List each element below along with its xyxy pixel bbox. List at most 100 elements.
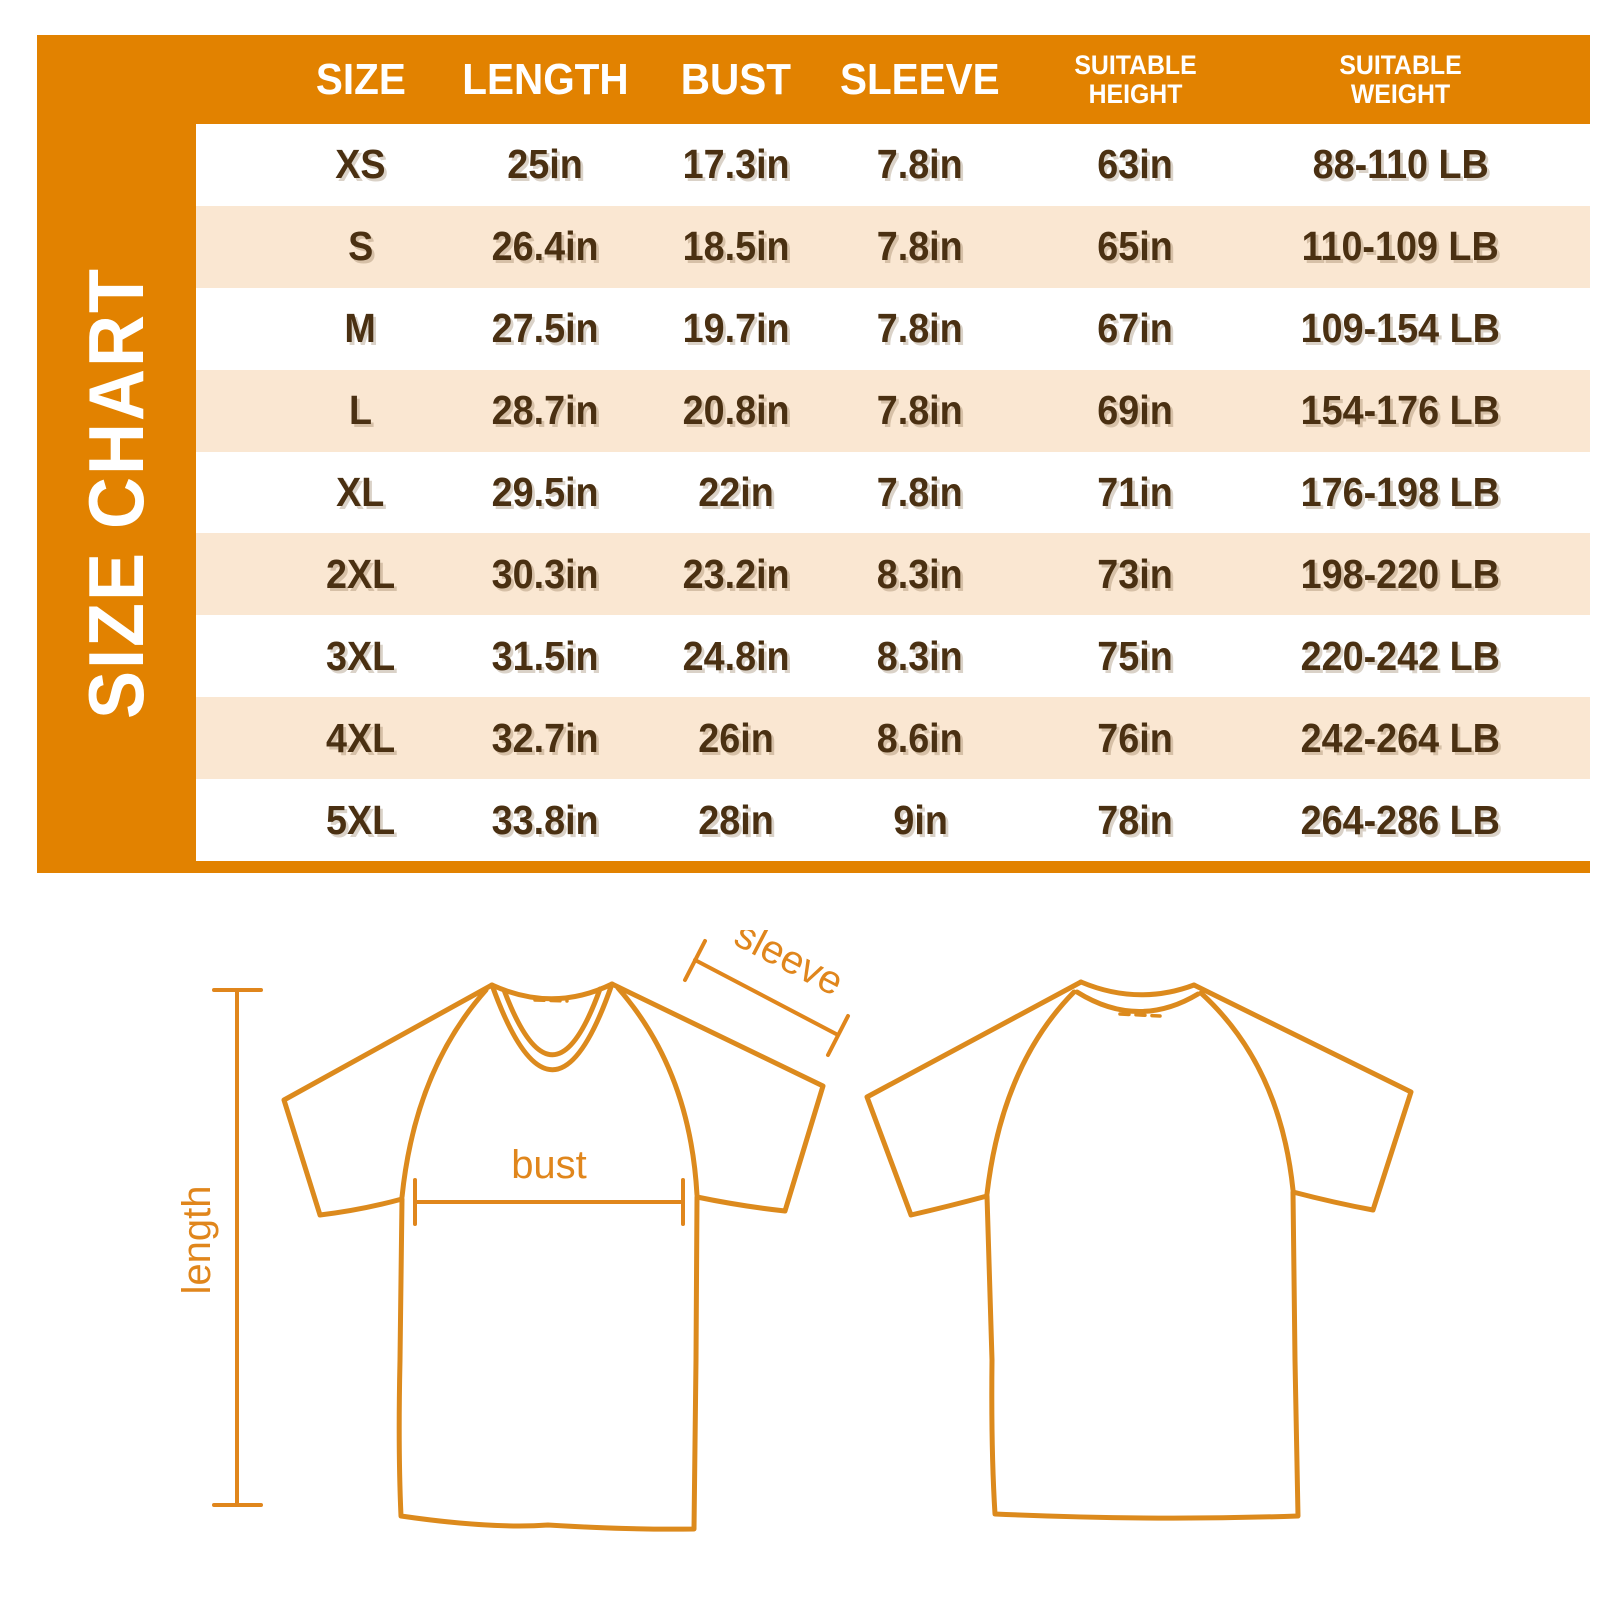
cell-length: 29.5in <box>491 469 599 515</box>
cell-bust: 28in <box>698 796 774 843</box>
header-bust: BUST <box>681 55 791 105</box>
cell-bust: 19.7in <box>682 305 790 352</box>
cell-size: S <box>347 223 374 270</box>
cell-height: 71in <box>1097 469 1174 515</box>
front-left-seam <box>399 987 489 1200</box>
cell-length: 25in <box>507 141 583 188</box>
cell-sleeve: 8.6in <box>877 714 964 761</box>
cell-length: 33.8in <box>491 796 599 843</box>
cell-height: 73in <box>1097 550 1174 597</box>
cell-size: 5XL <box>325 796 396 843</box>
cell-size: 4XL <box>325 714 396 761</box>
front-collar-inner-arc <box>501 986 603 1057</box>
cell-size: 3XL <box>325 632 396 679</box>
cell-length: 28.7in <box>491 387 599 434</box>
cell-length: 31.5in <box>491 632 599 679</box>
table-body: XS 25in 17.3in 7.8in 63in 88-110 LB S 26.4in 18.… <box>196 124 1590 862</box>
size-chart-side-banner: SIZE CHART <box>37 124 196 861</box>
back-right-seam <box>1198 990 1296 1193</box>
cell-sleeve: 8.3in <box>877 632 964 679</box>
cell-sleeve: 7.8in <box>877 469 964 515</box>
table-row: 3XL 31.5in 24.8in 8.3in 75in 220-242 LB <box>196 615 1590 698</box>
table-row: 4XL 32.7in 26in 8.6in 76in 242-264 LB <box>196 697 1590 780</box>
cell-size: XL <box>336 469 385 515</box>
cell-size: M <box>344 305 377 352</box>
cell-length: 30.3in <box>491 550 599 597</box>
cell-weight: 220-242 LB <box>1300 632 1500 679</box>
length-measurement: length <box>175 988 263 1507</box>
cell-height: 65in <box>1097 223 1174 270</box>
tshirt-measurement-diagram: length bust sleeve <box>175 930 1414 1532</box>
header-bust-line: BUST <box>681 54 792 104</box>
header-sleeve: SLEEVE <box>840 55 1000 105</box>
table-row: M 27.5in 19.7in 7.8in 67in 109-154 LB <box>196 287 1590 370</box>
back-collar-stitch <box>1118 1012 1162 1018</box>
cell-height: 78in <box>1097 796 1174 843</box>
table-row: XS 25in 17.3in 7.8in 63in 88-110 LB <box>196 124 1590 206</box>
cell-bust: 26in <box>698 714 774 761</box>
back-left-seam <box>984 989 1077 1197</box>
cell-length: 26.4in <box>491 223 599 270</box>
table-row: 5XL 33.8in 28in 9in 78in 264-286 LB <box>196 779 1590 862</box>
cell-bust: 22in <box>698 469 774 515</box>
cell-sleeve: 7.8in <box>877 305 964 352</box>
header-sleeve-line: SLEEVE <box>840 54 1001 104</box>
sleeve-label: sleeve <box>728 930 851 1005</box>
cell-height: 75in <box>1097 632 1174 679</box>
cell-weight: 198-220 LB <box>1300 550 1500 597</box>
tshirt-front-outline <box>281 981 826 1532</box>
table-header: SIZE LENGTH BUST SLEEVE SUITABLE HEIGHT SUITAB… <box>196 35 1590 124</box>
cell-sleeve: 7.8in <box>877 141 964 188</box>
cell-height: 67in <box>1097 305 1174 352</box>
cell-length: 27.5in <box>491 305 599 352</box>
cell-height: 76in <box>1097 714 1174 761</box>
cell-sleeve: 9in <box>892 796 948 843</box>
cell-size: 2XL <box>325 550 396 597</box>
bust-measurement: bust <box>413 1143 685 1226</box>
bust-label: bust <box>511 1143 587 1187</box>
table-row: L 28.7in 20.8in 7.8in 69in 154-176 LB <box>196 369 1590 452</box>
cell-weight: 176-198 LB <box>1300 469 1500 515</box>
back-collar-top-arc <box>1078 979 1197 998</box>
cell-bust: 24.8in <box>682 632 790 679</box>
front-collar-stitch <box>533 998 569 1003</box>
cell-bust: 20.8in <box>682 387 790 434</box>
cell-height: 63in <box>1097 141 1174 188</box>
cell-weight: 88-110 LB <box>1312 141 1489 188</box>
table-row: XL 29.5in 22in 7.8in 71in 176-198 LB <box>196 451 1590 534</box>
front-right-seam <box>615 985 700 1198</box>
table-row: S 26.4in 18.5in 7.8in 65in 110-109 LB <box>196 205 1590 288</box>
cell-weight: 242-264 LB <box>1300 714 1500 761</box>
sleeve-measurement: sleeve <box>683 930 851 1057</box>
length-label: length <box>175 1186 219 1295</box>
cell-weight: 154-176 LB <box>1300 387 1500 434</box>
header-length: LENGTH <box>462 55 628 105</box>
cell-weight: 110-109 LB <box>1301 223 1499 270</box>
cell-weight: 109-154 LB <box>1300 305 1500 352</box>
cell-sleeve: 7.8in <box>877 223 964 270</box>
cell-bust: 23.2in <box>682 550 790 597</box>
header-weight-line: SUITABLE <box>1339 50 1462 81</box>
header-weight: SUITABLE WEIGHT <box>1339 51 1461 107</box>
cell-size: XS <box>335 141 386 188</box>
header-length-line: LENGTH <box>461 54 629 104</box>
front-collar-outer-arc <box>489 981 615 1072</box>
cell-length: 32.7in <box>491 714 599 761</box>
header-height-line: HEIGHT <box>1088 78 1183 109</box>
table-row: 2XL 30.3in 23.2in 8.3in 73in 198-220 LB <box>196 533 1590 616</box>
header-size: SIZE <box>315 55 405 105</box>
cell-weight: 264-286 LB <box>1300 796 1500 843</box>
header-weight-line: WEIGHT <box>1350 78 1451 109</box>
header-size-line: SIZE <box>315 54 406 104</box>
back-collar-band-arc <box>1074 989 1201 1014</box>
cell-sleeve: 8.3in <box>877 550 964 597</box>
size-chart-table-block: SIZE CHART SIZE LENGTH BUST SLEEVE SUITABLE H… <box>37 35 1590 873</box>
cell-size: L <box>348 387 372 434</box>
size-chart-title: SIZE CHART <box>73 266 160 719</box>
cell-bust: 18.5in <box>682 223 790 270</box>
header-height: SUITABLE HEIGHT <box>1074 51 1196 107</box>
cell-height: 69in <box>1097 387 1174 434</box>
tshirt-back-outline <box>864 979 1414 1521</box>
front-back-neck-arc <box>489 981 615 1002</box>
